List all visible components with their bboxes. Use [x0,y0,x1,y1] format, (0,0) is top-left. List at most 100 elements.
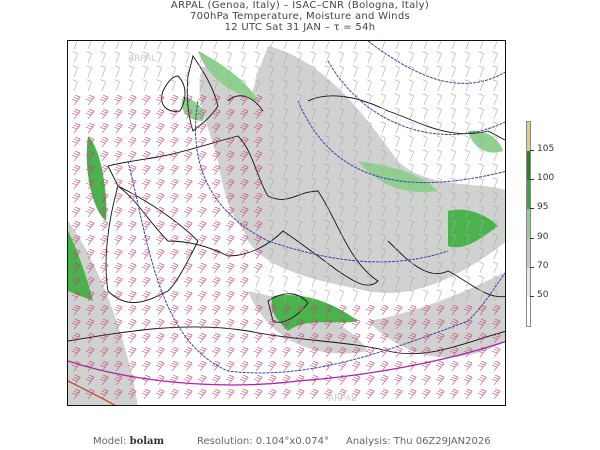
wind-barb [450,107,456,120]
wind-barb [239,360,249,372]
wind-barb [282,191,288,204]
wind-barb [295,388,305,400]
wind-barb [409,41,414,50]
wind-barb [86,79,92,92]
wind-barb [310,51,316,64]
wind-barb [380,93,386,106]
wind-barb [296,233,302,246]
wind-barb [155,94,165,106]
wind-barb [282,163,288,176]
wind-barb [141,388,151,400]
wind-barb [211,248,221,260]
wind-barb [394,51,400,64]
wind-barb [464,275,470,288]
wind-barb [197,360,207,372]
wind-barb [296,135,302,148]
wind-barb [268,79,274,92]
wind-barb [127,150,137,162]
wind-barb [380,261,386,274]
wind-barb [71,178,81,190]
wind-barb [324,191,330,204]
wind-barb [380,219,386,232]
wind-barb [240,51,246,64]
wind-barb [99,220,109,232]
wind-barb [338,177,344,190]
wind-barb [338,135,344,148]
wind-barb [114,79,120,92]
wind-barb [71,150,81,162]
wind-barb [267,360,277,372]
wind-barb [477,388,487,400]
wind-barb [155,136,165,148]
wind-barb [239,108,249,120]
wind-barb [394,219,400,232]
wind-barb [324,177,330,190]
wind-barb [465,41,470,50]
wind-barb [225,94,235,106]
wind-barb [71,192,81,204]
wind-barb [127,206,137,218]
wind-barb [169,150,179,162]
wind-barb [491,360,501,372]
wind-barb [296,261,302,274]
wind-barb [310,191,316,204]
wind-barb [211,178,221,190]
wind-barb [267,346,277,358]
wind-barb [72,65,78,78]
wind-barb [422,163,428,176]
wind-barb [422,261,428,274]
wind-barb [127,164,137,176]
wind-barb [478,121,484,134]
title-line-3: 12 UTC Sat 31 JAN – τ = 54h [224,22,376,33]
colorbar-tick [530,150,534,152]
wind-barb [492,51,498,64]
wind-barb [323,360,333,372]
wind-barb [85,206,95,218]
wind-barb [296,289,302,302]
coastlines [68,54,505,355]
wind-barb [366,205,372,218]
wind-barb [450,177,456,190]
wind-barb [155,192,165,204]
wind-barb [71,346,81,358]
wind-barb [464,65,470,78]
wind-barb [324,247,330,260]
wind-barb [380,121,386,134]
wind-barb [365,318,375,330]
wind-barb [337,304,347,316]
wind-barb [338,79,344,92]
wind-barb [254,79,260,92]
wind-barb [281,318,291,330]
wind-barb [407,360,417,372]
wind-barb [225,262,235,274]
wind-barb [99,304,109,316]
wind-barb [71,206,81,218]
wind-barb [253,304,263,316]
wind-barb [337,346,347,358]
wind-barb [239,150,249,162]
wind-barb [477,318,487,330]
colorbar-segment [527,267,530,298]
wind-barb [310,233,316,246]
wind-barb [239,262,249,274]
wind-barb [268,261,274,274]
wind-barb [421,360,431,372]
title-line-1: ARPAL (Genoa, Italy) – ISAC–CNR (Bologna… [170,0,430,11]
wind-barb [352,177,358,190]
wind-barb [268,191,274,204]
wind-barb [99,164,109,176]
wind-barb [239,122,249,134]
wind-barb [113,332,123,344]
wind-barb [225,290,235,302]
wind-barb [338,51,344,64]
wind-barb [253,332,263,344]
wind-barb [183,150,193,162]
wind-barb [183,290,193,302]
wind-barb [71,108,81,120]
wind-barb [184,79,190,92]
wind-barb [352,65,358,78]
wind-barb [198,79,204,92]
wind-barb [436,135,442,148]
wind-barb [422,121,428,134]
wind-barb [183,318,193,330]
